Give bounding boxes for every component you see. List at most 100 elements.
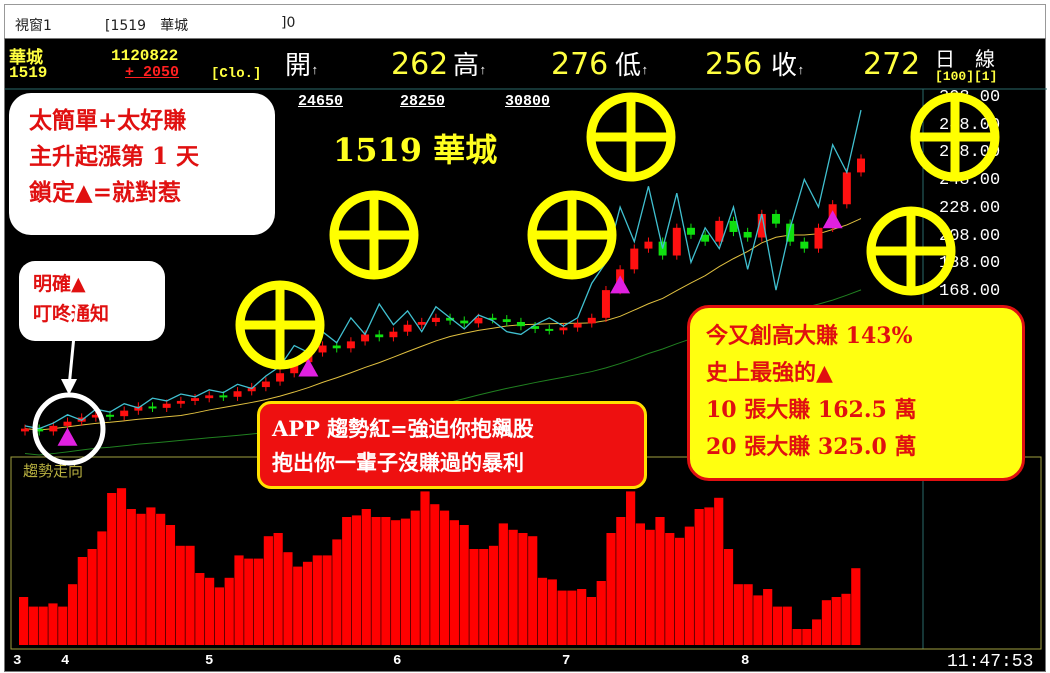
volume-bar [802,629,812,645]
volume-bar [244,558,254,645]
buy-signal-triangle [822,210,843,229]
volume-bar [567,590,577,645]
notify-box: 明確▲ 叮咚通知 [19,261,165,341]
volume-bar [498,523,508,645]
volume-bar [253,558,264,645]
y-tick-label: 188.00 [939,254,1001,274]
lower-panel-title: 趨勢走向 [23,462,84,480]
y-tick-label: 228.00 [939,198,1001,218]
volume-bar [224,577,234,645]
candle-body [176,400,185,404]
period-label[interactable]: 日 線 [935,50,995,73]
candle-body [247,387,256,392]
volume-bar [302,561,313,645]
volume-bar [772,606,783,645]
x-tick-label: 5 [205,653,214,669]
promo-line: 主升起漲第 1 天 [29,143,200,170]
volume-bar [28,606,38,645]
low-value: 256 [705,47,763,82]
y-tick-label: 168.00 [939,281,1001,301]
volume-bar [195,573,205,645]
candle-body [261,381,270,388]
volume-bar [430,504,440,645]
volume-bar [733,584,743,645]
arrow-up-icon: ↑ [479,63,487,78]
stock-name: 華城 [9,48,43,68]
candle-body [601,290,610,318]
candle-body [191,398,200,401]
y-tick-label: 288.00 [939,115,1001,135]
volume-bar [626,491,636,645]
symbol-field[interactable]: [1519 華城 [105,18,189,34]
volume-bar [175,545,185,645]
candle-body [431,317,440,322]
volume-bar [528,536,538,645]
level-1: 24650 [298,93,344,110]
x-tick-label: 6 [393,653,402,669]
candle-body [148,406,157,409]
volume-bar [763,589,773,645]
volume-bar [616,517,626,645]
volume-bar [606,533,616,645]
x-tick-label: 7 [562,653,571,669]
volume-bar [136,513,146,645]
stock-code: 1519 [9,64,48,82]
candle-body [21,428,29,432]
volume-bar [273,533,283,645]
candle-body [757,213,766,238]
candle-body [545,328,554,331]
notify-line: 明確▲ [33,273,86,295]
symbol-suffix: ]0 [281,15,296,31]
candle-body [686,227,695,235]
volume-bar [743,584,753,645]
x-tick-label: 3 [13,653,22,669]
candle-body [233,391,242,397]
candle-body [531,326,540,329]
candle-body [375,334,384,338]
volume-bar [77,557,87,645]
volume-bar [351,515,362,645]
volume-bar [831,597,841,645]
window-title-bar: 視窗1 [1519 華城 ]0 [4,4,1046,38]
volume-bar [205,577,215,645]
red-promo-line: 抱出你一輩子沒賺過的暴利 [272,450,524,475]
window-title: 視窗1 [15,18,52,34]
volume-bar [38,606,48,645]
low-label: 低 [615,51,642,81]
close-label: 收 [771,51,798,81]
candle-body [814,227,823,249]
candle-body [106,414,115,417]
volume-bar [714,497,724,645]
promo-box: 太簡單+太好賺 主升起漲第 1 天 鎖定▲=就對惹 [9,93,275,235]
candle-body [587,317,596,324]
volume-bar [518,533,528,645]
red-promo-line: APP 趨勢紅=強迫你抱飆股 [272,416,534,441]
volume-bar [723,549,734,645]
candle-body [346,341,355,349]
volume-bar [440,510,450,645]
price-change: + 2050 [125,64,180,81]
volume-bar [488,545,499,645]
volume-bar [283,552,293,645]
candle-body [743,231,752,238]
volume-bar [126,509,136,645]
candle-body [276,373,285,382]
volume-bar [851,568,861,645]
volume-bar [146,507,156,645]
volume-bar [674,537,685,645]
volume-bar [645,529,655,645]
y-tick-label: 208.00 [939,226,1001,246]
period-params[interactable]: [100][1] [935,69,998,84]
price-chart [5,88,1047,650]
volume-bar [469,549,479,645]
candle-body [559,327,568,331]
volume-bar [577,589,587,645]
volume-bar [782,606,792,645]
volume-bar [67,584,78,645]
candle-body [488,317,497,320]
volume-bar [704,507,714,645]
candle-body [403,324,412,332]
candle-body [474,317,483,324]
volume-bar [557,590,567,645]
arrow-up-icon: ↑ [797,63,805,78]
